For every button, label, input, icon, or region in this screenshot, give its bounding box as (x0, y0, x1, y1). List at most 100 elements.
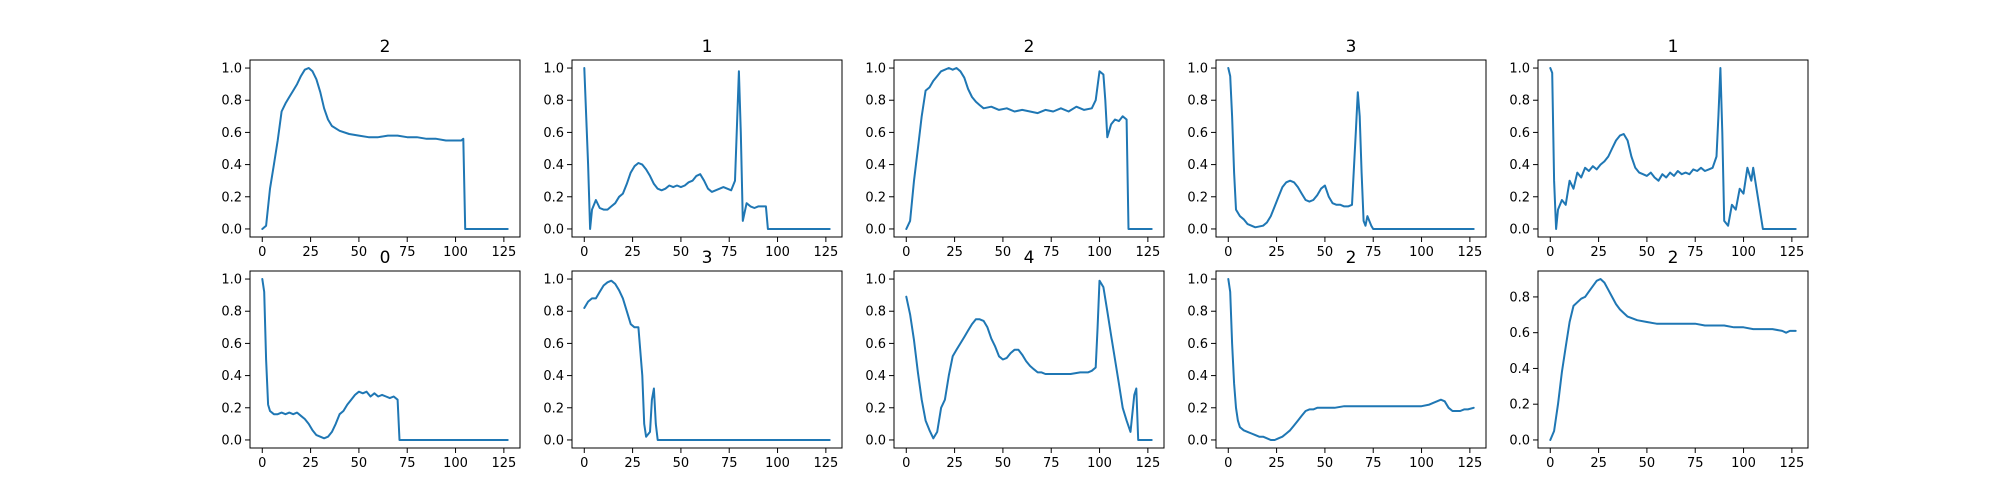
y-tick-label: 0.2 (865, 401, 886, 416)
series-line (905, 67, 1153, 230)
x-tick-label: 50 (1639, 456, 1656, 471)
y-tick-label: 0.2 (1509, 190, 1530, 205)
y-tick-label: 0.0 (543, 222, 564, 237)
x-tick-label: 0 (258, 456, 266, 471)
subplot-1: 2 0 25 50 75 100 125 0.0 0.2 0.4 0.6 0.8 1.0 (221, 37, 521, 260)
x-tick-label: 75 (1365, 456, 1382, 471)
subplot-6: 0 0 25 50 75 100 125 0.0 0.2 0.4 0.6 0.8 1.0 (221, 248, 521, 471)
y-tick-label: 0.4 (865, 369, 886, 384)
y-tick-label: 0.2 (1509, 398, 1530, 413)
series-line (583, 279, 831, 441)
x-tick-label: 25 (946, 456, 963, 471)
y-tick-label: 0.8 (221, 305, 242, 320)
subplot-3: 2 0 25 50 75 100 125 0.0 0.2 0.4 0.6 0.8 1.0 (865, 37, 1165, 260)
x-tick-label: 75 (399, 456, 416, 471)
subplot-title: 1 (1668, 37, 1679, 57)
x-tick-label: 50 (673, 456, 690, 471)
series-line (905, 279, 1153, 441)
y-tick-label: 0.6 (1187, 337, 1208, 352)
y-tick-label: 0.0 (865, 433, 886, 448)
plot-frame (249, 270, 521, 449)
y-tick-label: 0.2 (543, 190, 564, 205)
x-tick-label: 0 (1224, 456, 1232, 471)
y-tick-label: 0.4 (865, 158, 886, 173)
x-tick-label: 25 (1268, 245, 1285, 260)
x-tick-label: 75 (1687, 245, 1704, 260)
x-tick-label: 100 (1087, 456, 1112, 471)
x-tick-label: 0 (580, 456, 588, 471)
y-tick-label: 0.6 (543, 126, 564, 141)
y-tick-label: 1.0 (543, 273, 564, 288)
y-tick-label: 0.2 (1187, 190, 1208, 205)
subplot-10: 2 0 25 50 75 100 125 0.0 0.2 0.4 0.6 0.8 (1509, 248, 1809, 471)
y-tick-label: 0.0 (543, 433, 564, 448)
x-tick-label: 50 (673, 245, 690, 260)
x-tick-label: 25 (946, 245, 963, 260)
x-tick-label: 0 (580, 245, 588, 260)
y-tick-label: 0.4 (543, 158, 564, 173)
y-tick-label: 0.0 (1187, 222, 1208, 237)
y-tick-label: 0.4 (1509, 362, 1530, 377)
y-tick-label: 1.0 (1509, 62, 1530, 77)
plot-frame (1215, 270, 1487, 449)
y-tick-label: 0.2 (221, 190, 242, 205)
subplot-title: 2 (1668, 248, 1679, 268)
y-tick-label: 0.2 (221, 401, 242, 416)
subplot-title: 3 (1346, 37, 1357, 57)
x-tick-label: 0 (902, 456, 910, 471)
y-tick-label: 1.0 (221, 273, 242, 288)
y-tick-label: 0.2 (1187, 401, 1208, 416)
y-tick-label: 1.0 (543, 62, 564, 77)
y-tick-label: 0.8 (1187, 305, 1208, 320)
x-tick-label: 0 (258, 245, 266, 260)
plot-frame (1537, 270, 1809, 449)
y-tick-label: 0.6 (1509, 126, 1530, 141)
x-tick-label: 100 (1409, 245, 1434, 260)
x-tick-label: 125 (1457, 245, 1482, 260)
y-tick-label: 0.6 (543, 337, 564, 352)
y-tick-label: 1.0 (1187, 273, 1208, 288)
x-tick-label: 125 (1457, 456, 1482, 471)
x-tick-label: 100 (443, 456, 468, 471)
x-tick-label: 100 (1409, 456, 1434, 471)
x-tick-label: 0 (1546, 456, 1554, 471)
y-tick-label: 1.0 (865, 273, 886, 288)
y-tick-label: 0.0 (221, 222, 242, 237)
subplot-title: 2 (1024, 37, 1035, 57)
y-tick-label: 1.0 (221, 62, 242, 77)
subplot-title: 2 (380, 37, 391, 57)
x-tick-label: 50 (351, 245, 368, 260)
y-tick-label: 0.4 (543, 369, 564, 384)
x-tick-label: 25 (624, 456, 641, 471)
x-tick-label: 50 (995, 245, 1012, 260)
x-tick-label: 25 (1590, 245, 1607, 260)
x-tick-label: 125 (1779, 245, 1804, 260)
x-tick-label: 125 (1135, 456, 1160, 471)
y-tick-label: 0.4 (1187, 369, 1208, 384)
plot-frame (1537, 59, 1809, 238)
x-tick-label: 75 (399, 245, 416, 260)
series-line (583, 67, 831, 230)
x-tick-label: 0 (902, 245, 910, 260)
y-tick-label: 0.8 (865, 94, 886, 109)
y-tick-label: 1.0 (865, 62, 886, 77)
y-tick-label: 0.6 (221, 126, 242, 141)
plot-frame (571, 270, 843, 449)
x-tick-label: 50 (1317, 456, 1334, 471)
plot-frame (893, 59, 1165, 238)
x-tick-label: 100 (443, 245, 468, 260)
x-tick-label: 75 (1365, 245, 1382, 260)
y-tick-label: 0.4 (1509, 158, 1530, 173)
y-tick-label: 0.4 (221, 158, 242, 173)
y-tick-label: 0.0 (1509, 433, 1530, 448)
y-tick-label: 0.6 (1187, 126, 1208, 141)
x-tick-label: 50 (1317, 245, 1334, 260)
x-tick-label: 100 (1731, 456, 1756, 471)
x-tick-label: 75 (1687, 456, 1704, 471)
x-tick-label: 50 (995, 456, 1012, 471)
series-line (1549, 278, 1797, 441)
series-line (1227, 278, 1475, 441)
subplot-8: 4 0 25 50 75 100 125 0.0 0.2 0.4 0.6 0.8 1.0 (865, 248, 1165, 471)
x-tick-label: 50 (1639, 245, 1656, 260)
